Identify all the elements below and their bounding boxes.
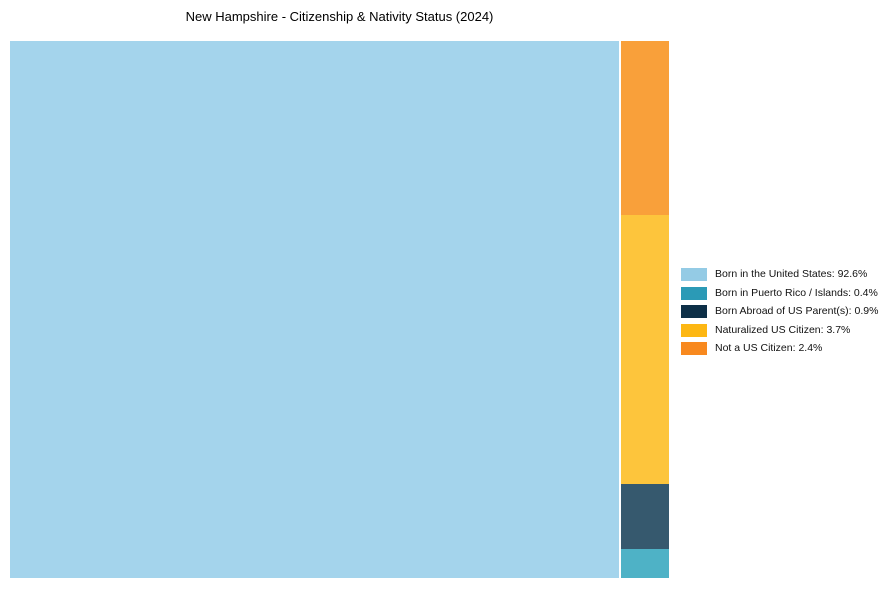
- legend-swatch-icon: [681, 268, 707, 281]
- treemap-cell-not-a-us-citizen: [620, 41, 669, 216]
- treemap: [10, 41, 669, 578]
- legend: Born in the United States: 92.6% Born in …: [681, 268, 878, 361]
- legend-label: Born in the United States: 92.6%: [715, 268, 868, 280]
- legend-swatch-icon: [681, 342, 707, 355]
- treemap-cell-born-in-the-united-states: [10, 41, 619, 578]
- legend-swatch-icon: [681, 323, 707, 337]
- legend-label: Born in Puerto Rico / Islands: 0.4%: [715, 286, 878, 299]
- legend-label: Naturalized US Citizen: 3.7%: [715, 323, 851, 336]
- legend-item: Born in Puerto Rico / Islands: 0.4%: [681, 286, 878, 300]
- legend-item: Not a US Citizen: 2.4%: [681, 342, 878, 355]
- legend-item: Naturalized US Citizen: 3.7%: [681, 323, 878, 337]
- legend-item: Born Abroad of US Parent(s): 0.9%: [681, 305, 878, 318]
- treemap-cell-born-in-puerto-rico-islands: [620, 548, 669, 578]
- legend-label: Not a US Citizen: 2.4%: [715, 342, 823, 354]
- treemap-cell-born-abroad-of-us-parent-s: [620, 483, 669, 549]
- chart-title: New Hampshire - Citizenship & Nativity S…: [185, 9, 494, 24]
- treemap-cell-naturalized-us-citizen: [620, 215, 669, 484]
- legend-label: Born Abroad of US Parent(s): 0.9%: [715, 305, 879, 317]
- legend-item: Born in the United States: 92.6%: [681, 268, 878, 281]
- legend-swatch-icon: [681, 286, 707, 300]
- legend-swatch-icon: [681, 305, 707, 318]
